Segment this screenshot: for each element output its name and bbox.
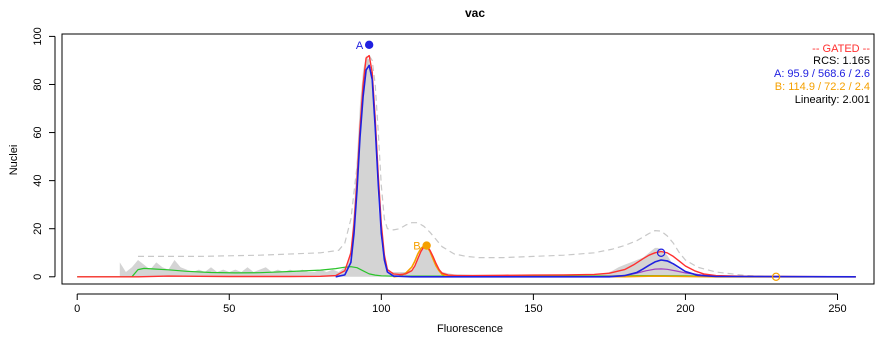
legend-peak-a: A: 95.9 / 568.6 / 2.6 [774, 68, 870, 80]
peak-marker-extra-2 [656, 248, 666, 257]
stats-legend: -- GATED -- RCS: 1.165 A: 95.9 / 568.6 /… [774, 43, 870, 106]
legend-linearity: Linearity: 2.001 [795, 94, 870, 106]
histogram-layer [119, 55, 856, 277]
x-tick-label: 0 [74, 303, 80, 315]
series-histogram [119, 55, 856, 277]
plot-frame [61, 33, 875, 285]
series-model [77, 54, 856, 278]
y-tick-label: 20 [32, 223, 44, 235]
legend-rcs: RCS: 1.165 [813, 55, 870, 67]
y-tick-label: 40 [32, 175, 44, 187]
series-peak-a [335, 64, 856, 278]
series-peak-b [393, 245, 856, 278]
legend-gated: -- GATED -- [812, 43, 870, 55]
x-tick-label: 200 [676, 303, 694, 315]
peak-label-b: B [413, 241, 420, 253]
curves-layer [77, 54, 856, 278]
peak-label-a: A [356, 40, 364, 52]
x-axis-label: Fluorescence [437, 323, 503, 335]
y-axis: 0 20 40 60 80 100 [32, 27, 56, 280]
y-tick-label: 100 [32, 27, 44, 45]
x-tick-label: 50 [223, 303, 235, 315]
peak-marker-extra-3 [771, 272, 781, 281]
peak-marker-b [422, 241, 431, 250]
legend-peak-b: B: 114.9 / 72.2 / 2.4 [775, 81, 870, 93]
series-envelope [138, 54, 777, 278]
x-tick-label: 250 [828, 303, 846, 315]
y-tick-label: 80 [32, 78, 44, 90]
peak-markers-layer: AB [356, 40, 781, 281]
x-tick-label: 100 [372, 303, 390, 315]
y-axis-label: Nuclei [8, 145, 20, 176]
y-tick-label: 0 [32, 274, 44, 280]
y-tick-label: 60 [32, 126, 44, 138]
peak-marker-a [364, 40, 374, 50]
x-axis: 0 50 100 150 200 250 [74, 293, 847, 315]
chart-title: vac [465, 6, 485, 20]
x-tick-label: 150 [524, 303, 542, 315]
